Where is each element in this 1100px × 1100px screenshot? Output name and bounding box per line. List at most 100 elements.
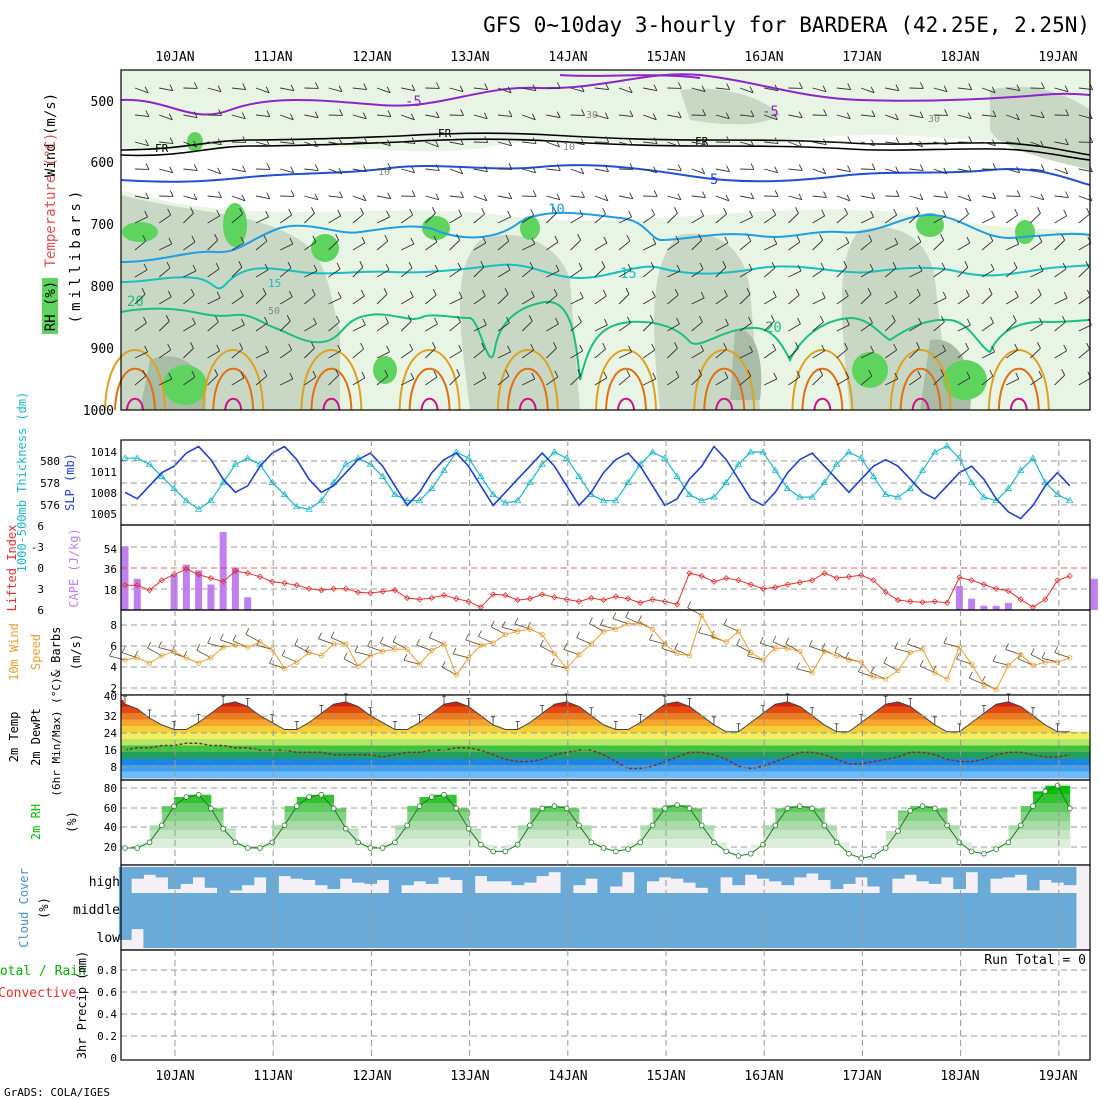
wind-barb-flag: [964, 261, 969, 268]
wind-barb-flag: [726, 83, 731, 90]
wind-barb-flag: [531, 113, 536, 121]
wind-barb: [957, 242, 971, 251]
cloud-bar-low: [1002, 921, 1016, 948]
wind-barb: [497, 269, 511, 278]
rh-point: [220, 825, 226, 832]
wind-barb-flag: [165, 315, 170, 322]
rh-band-mid: [990, 86, 1090, 170]
wind-barb: [473, 168, 488, 173]
wind-barb-flag: [238, 261, 243, 268]
rh-moist-cell: [223, 203, 247, 247]
cloud-bar-high: [744, 867, 758, 875]
wind-barb-flag: [893, 290, 898, 298]
rh-fill-slice: [701, 825, 715, 830]
wind-barb: [594, 168, 609, 173]
date-label: 19JAN: [1038, 1069, 1077, 1084]
wind-barb: [425, 241, 438, 251]
wind-barb-flag: [1040, 111, 1045, 118]
pressure-tick: 900: [91, 342, 114, 357]
wind-barb-flag: [579, 209, 584, 217]
wind-barb-flag: [361, 236, 366, 244]
cloud-bar-high: [1014, 867, 1028, 875]
wind-barb-flag: [991, 210, 996, 218]
wind-barb-flag: [795, 207, 799, 214]
wind-barb-flag: [990, 316, 994, 324]
wind-barb: [981, 87, 996, 94]
wind-barb-flag: [387, 110, 392, 117]
wind-barb-flag: [290, 190, 295, 197]
temp-maxmin-bars: [123, 693, 1060, 732]
thickness-point: [575, 472, 583, 479]
wind-barb: [981, 269, 995, 278]
isotherm-fr: [120, 132, 1091, 156]
surface-wind-barb: [747, 655, 764, 661]
wind-barb-flag: [722, 261, 727, 268]
wind-barb: [183, 168, 198, 171]
rh-fill-slice: [419, 812, 433, 821]
cloud-bar-high: [621, 867, 635, 873]
wind-barb: [473, 295, 486, 305]
wind-barb: [933, 195, 948, 198]
wind-barb-flag: [629, 110, 634, 117]
wind-speed-point: [269, 646, 275, 652]
wind-barb: [1054, 215, 1067, 224]
cloud-bar-high: [278, 867, 292, 877]
wind-barb: [885, 114, 899, 121]
surface-wind-barb-flag: [158, 641, 162, 648]
wind-barb: [1030, 168, 1045, 171]
wind-barb-flag: [1012, 315, 1017, 322]
surface-wind-barb: [318, 638, 334, 645]
rh-band-mid: [460, 234, 580, 410]
cloud-bar-middle: [548, 893, 562, 921]
cloud-bar-high: [511, 867, 525, 886]
rh-fill-slice: [922, 830, 936, 839]
wind-barb: [522, 87, 537, 92]
rh-fill-slice: [898, 830, 911, 839]
wind-barb-flag: [700, 291, 705, 299]
wind-barb: [764, 114, 778, 121]
wind-barb-flag: [650, 261, 655, 269]
wind-barb: [570, 321, 582, 332]
li-point: [735, 577, 742, 584]
wind-barb-flag: [820, 262, 825, 270]
wind-barb: [643, 114, 657, 121]
rh-fill-slice: [652, 808, 666, 812]
surface-wind-barb: [429, 637, 445, 645]
wind-speed-point: [527, 626, 533, 632]
surface-wind-barb-flag: [294, 638, 299, 646]
rh-fill-slice: [1032, 791, 1046, 794]
cloud-bar-low: [155, 921, 169, 948]
thickness-point: [378, 472, 387, 479]
wind-barb: [933, 87, 948, 93]
rh-point: [281, 822, 288, 829]
wind-barb-flag: [1063, 209, 1068, 217]
wind-barb-flag: [968, 83, 973, 90]
wind-barb-flag: [1037, 207, 1041, 214]
wind-barb-flag: [190, 207, 194, 214]
wind-barb-flag: [894, 113, 899, 121]
thickness-point: [612, 496, 620, 504]
wind-barb: [667, 195, 682, 201]
wind-barb-flag: [482, 371, 487, 379]
thickness-point: [1017, 466, 1025, 473]
cloud-bar-high: [118, 867, 132, 893]
axis-label-rh2m-units: (%): [65, 811, 79, 833]
wind-speed-point: [453, 672, 459, 678]
wind-barb-flag: [410, 237, 415, 245]
cloud-bar-low: [339, 921, 353, 948]
wind-barb-flag: [1015, 113, 1020, 121]
wind-barb: [884, 320, 896, 332]
slp-tick: 1011: [91, 466, 118, 479]
wind-barb-flag: [484, 83, 489, 90]
wind-barb-flag: [603, 236, 608, 244]
date-label: 14JAN: [548, 50, 587, 65]
cloud-bar-high: [241, 867, 255, 886]
cloud-bar-low: [536, 921, 549, 948]
cloud-bar-low: [241, 921, 255, 948]
wind-barb-flag: [677, 164, 682, 171]
thickness-point: [1066, 496, 1074, 504]
rh-fill-slice: [677, 839, 690, 848]
li-point: [391, 587, 399, 594]
rh-fill-slice: [934, 839, 948, 848]
isotherm-25: [693, 349, 756, 411]
